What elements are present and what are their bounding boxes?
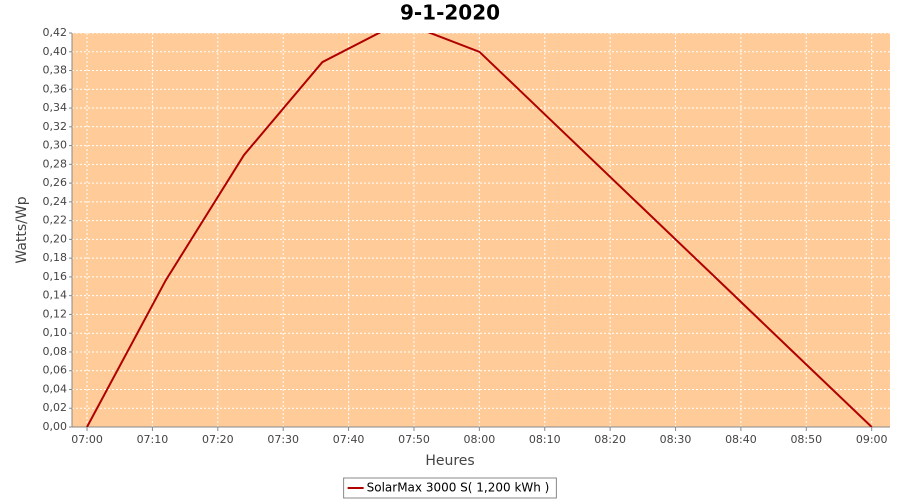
x-tick-label: 08:40 [725,433,757,446]
y-tick-label: 0,14 [43,289,68,302]
legend-box [343,477,557,499]
x-tick-label: 07:20 [202,433,234,446]
y-tick-label: 0,18 [43,251,68,264]
y-tick-label: 0,16 [43,270,68,283]
y-tick-label: 0,00 [43,420,68,433]
x-tick-label: 08:10 [529,433,561,446]
x-axis-label: Heures [425,453,474,469]
y-tick-label: 0,34 [43,101,68,114]
y-tick-label: 0,32 [43,120,68,133]
x-tick-label: 07:10 [137,433,169,446]
x-tick-label: 08:00 [464,433,496,446]
chart-title: 9-1-2020 [400,1,500,25]
x-tick-label: 07:30 [267,433,299,446]
x-tick-label: 08:30 [660,433,692,446]
y-tick-label: 0,42 [43,26,68,39]
plot-background [72,33,890,427]
y-tick-label: 0,10 [43,326,68,339]
data-line [86,33,873,427]
x-tick-label: 07:40 [333,433,365,446]
y-tick-label: 0,02 [43,401,68,414]
x-tick-label: 08:50 [790,433,822,446]
y-tick-label: 0,04 [43,382,68,395]
y-tick-label: 0,30 [43,139,68,152]
x-tick-label: 08:20 [594,433,626,446]
legend-text: SolarMax 3000 S( 1,200 kWh ) [367,481,550,495]
y-tick-label: 0,40 [43,45,68,58]
y-tick-label: 0,24 [43,195,68,208]
y-tick-label: 0,28 [43,157,68,170]
x-tick-label: 07:50 [398,433,430,446]
y-tick-label: 0,06 [43,364,68,377]
y-tick-label: 0,36 [43,82,68,95]
y-tick-label: 0,08 [43,345,68,358]
y-tick-label: 0,38 [43,64,68,77]
y-tick-label: 0,20 [43,232,68,245]
y-tick-label: 0,22 [43,214,68,227]
x-tick-label: 07:00 [71,433,103,446]
legend: SolarMax 3000 S( 1,200 kWh ) [343,477,557,499]
x-tick-label: 09:00 [856,433,888,446]
y-tick-label: 0,12 [43,307,68,320]
y-axis-label: Watts/Wp [14,196,30,263]
y-tick-label: 0,26 [43,176,68,189]
